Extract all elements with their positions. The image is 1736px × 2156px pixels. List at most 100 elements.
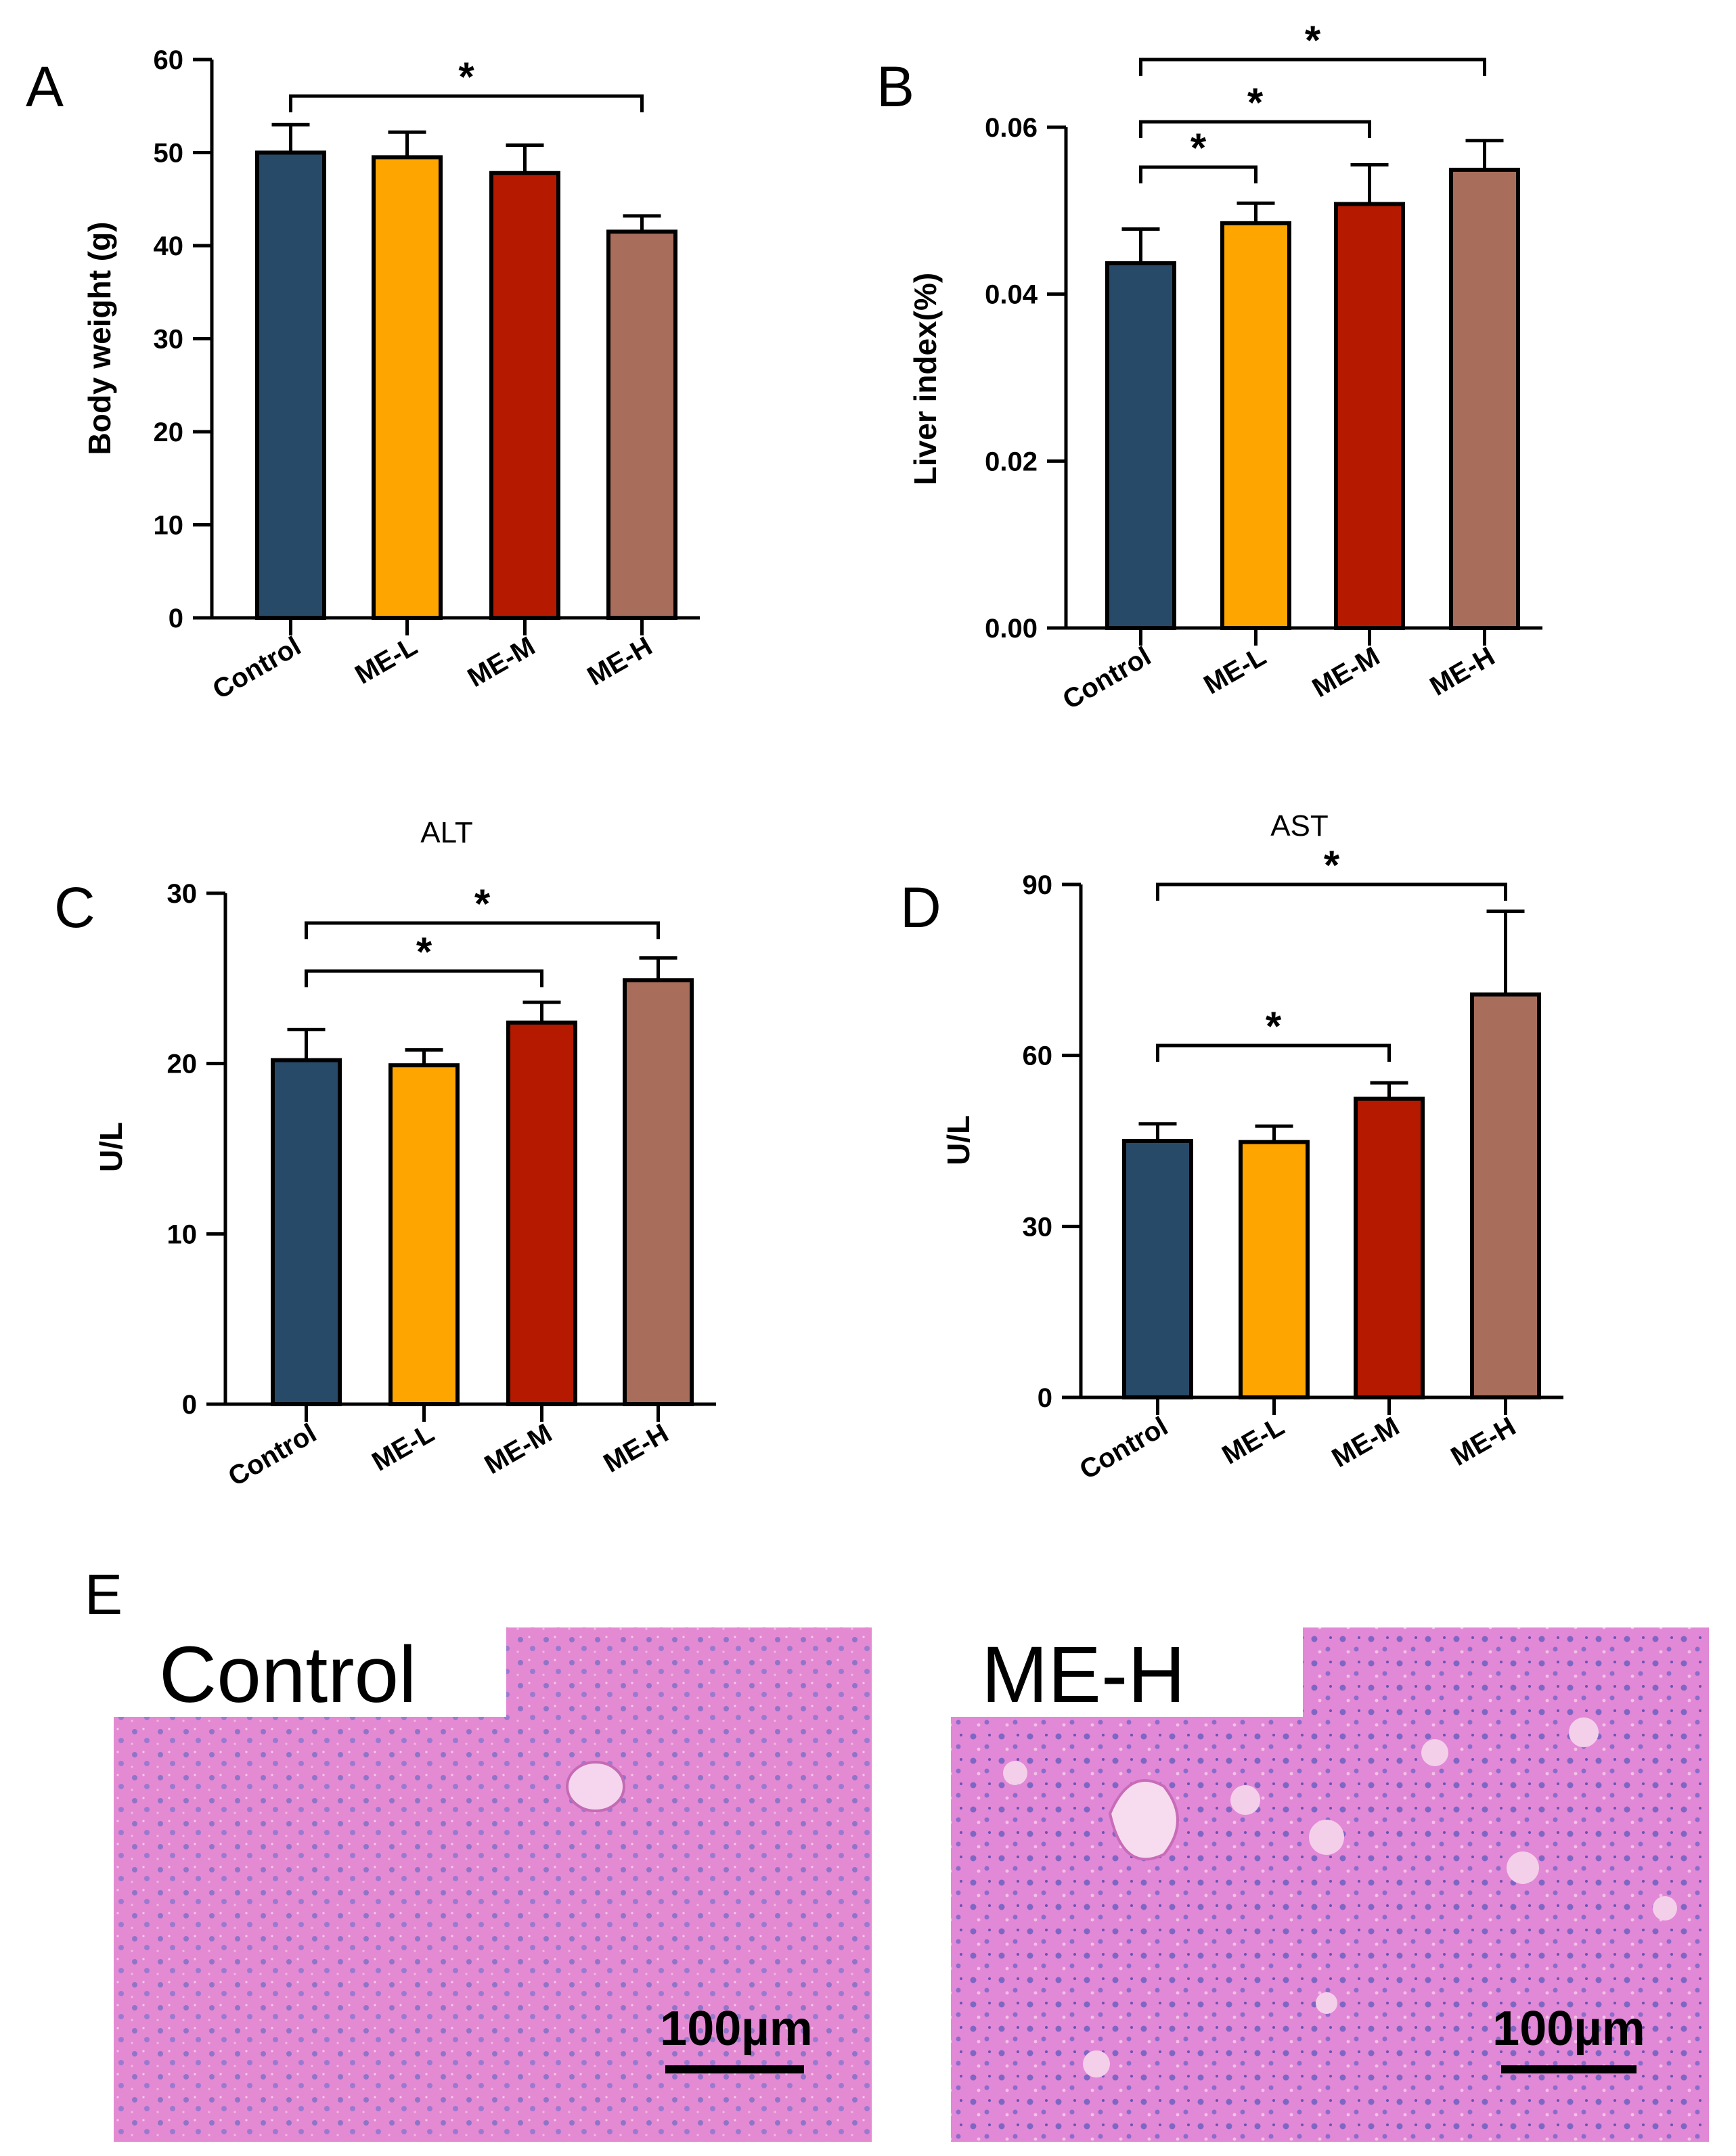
panel-c-letter: C	[54, 876, 95, 939]
scale-bar-label-me-h: 100µm	[1492, 2002, 1645, 2056]
panel-a-significance-star: *	[458, 54, 474, 99]
panel-a-y-tick-label: 10	[154, 511, 184, 541]
panel-b-y-tick-label: 0.04	[985, 280, 1038, 310]
panel-c-category-label: Control	[223, 1418, 321, 1492]
panel-c-bar-me-h	[623, 978, 694, 1406]
vacuole	[1083, 2050, 1110, 2078]
panel-a-bar-me-h	[606, 229, 677, 620]
panel-c-bar-control	[271, 1058, 342, 1406]
panel-d-y-tick-label: 0	[1038, 1383, 1052, 1413]
panel-d-bar-me-m	[1354, 1096, 1425, 1399]
panel-a-category-label: ME-L	[350, 631, 422, 690]
panel-d-significance-bracket	[1156, 882, 1507, 901]
panel-c-y-tick-label: 20	[167, 1050, 198, 1079]
panel-d-bar-control	[1122, 1139, 1193, 1399]
panel-a-letter: A	[26, 55, 64, 118]
panel-c-y-tick-label: 30	[167, 879, 198, 909]
panel-b-bar-me-m	[1334, 202, 1405, 630]
panel-c-y-axis-label: U/L	[93, 1122, 129, 1172]
panel-b-significance-bracket	[1139, 58, 1486, 76]
panel-b-bar-me-l	[1220, 221, 1291, 631]
panel-a-chart: A Body weight (g) 0 10 20 30 40 50 60 Control ME…	[26, 45, 700, 705]
panel-a-significance-bracket	[289, 94, 644, 112]
histology-image-control: Control 100µm	[114, 1627, 872, 2142]
panel-d-category-label: ME-M	[1327, 1412, 1404, 1473]
panel-c-significance-bracket	[305, 969, 543, 987]
panel-b-significance-bracket	[1139, 120, 1371, 138]
panel-c-bar-me-l	[388, 1063, 460, 1407]
panel-b-bar-me-h	[1449, 167, 1520, 630]
panel-a-bar-me-l	[372, 155, 443, 620]
panel-b-category-label: ME-M	[1308, 642, 1385, 703]
panel-a-y-axis-label: Body weight (g)	[82, 222, 117, 455]
image-label-me-h: ME-H	[981, 1630, 1186, 1720]
panel-c-bar-me-m	[506, 1020, 577, 1407]
panel-d-category-label: Control	[1075, 1412, 1173, 1485]
panel-a-y-tick-label: 0	[169, 604, 183, 633]
panel-d-y-tick-label: 30	[1023, 1212, 1053, 1242]
scale-bar-control	[665, 2065, 804, 2073]
panel-c-y-tick-label: 10	[167, 1219, 198, 1249]
central-vein-control	[566, 1761, 625, 1812]
panel-d-bar-me-h	[1470, 992, 1541, 1399]
panel-d-category-label: ME-H	[1446, 1412, 1521, 1472]
panel-c-category-label: ME-H	[598, 1418, 673, 1479]
panel-a-category-label: ME-H	[582, 631, 657, 692]
panel-d-y-tick-label: 60	[1023, 1041, 1053, 1071]
panel-d-bar-me-l	[1239, 1140, 1310, 1399]
scale-bar-label-control: 100µm	[660, 2002, 813, 2056]
panel-b-y-tick-label: 0.02	[985, 447, 1038, 476]
vacuole	[1003, 1761, 1027, 1785]
panel-b-y-axis-label: Liver index(%)	[908, 273, 943, 485]
panel-d-chart: D AST U/L 0 30 60 90 Control ME-L ME-M ME-H * *	[900, 809, 1563, 1485]
vacuole	[1507, 1851, 1539, 1884]
panel-b-bar-control	[1105, 261, 1176, 630]
vacuole	[1230, 1785, 1260, 1815]
panel-b-category-label: Control	[1058, 642, 1156, 715]
histology-image-me-h: ME-H 100µm	[951, 1627, 1709, 2142]
panel-d-category-label: ME-L	[1217, 1412, 1289, 1470]
vacuole	[1309, 1820, 1344, 1855]
central-vein-me-h	[1108, 1779, 1179, 1861]
panel-a-y-tick-label: 40	[154, 231, 184, 261]
panel-b-significance-star: *	[1190, 125, 1207, 171]
panel-c-category-label: ME-M	[480, 1418, 557, 1480]
panel-d-letter: D	[900, 876, 941, 939]
panel-a-category-label: ME-M	[463, 631, 540, 693]
panel-a-y-tick-label: 20	[154, 418, 184, 447]
panel-e-histology: E Control 100µm ME-H 100µm	[85, 1563, 1709, 2142]
panel-b-chart: B Liver index(%) 0.00 0.02 0.04 0.06 Control…	[876, 18, 1542, 715]
panel-b-category-label: ME-L	[1199, 642, 1271, 700]
panel-a-y-tick-label: 60	[154, 45, 184, 75]
vacuole	[1421, 1739, 1448, 1766]
panel-d-significance-star: *	[1324, 843, 1340, 888]
panel-c-y-tick-label: 0	[182, 1390, 197, 1420]
panel-b-y-tick-label: 0.00	[985, 614, 1038, 644]
vacuole	[1569, 1717, 1599, 1747]
panel-a-bar-control	[255, 150, 326, 620]
panel-b-y-tick-label: 0.06	[985, 113, 1038, 143]
panel-c-category-label: ME-L	[367, 1418, 439, 1477]
panel-a-y-tick-label: 50	[154, 139, 184, 169]
panel-c-significance-bracket	[305, 921, 660, 939]
panel-b-category-label: ME-H	[1425, 642, 1500, 702]
label-box-me-h	[951, 1627, 1303, 1717]
scale-bar-me-h	[1501, 2065, 1637, 2073]
panel-c-chart: C ALT U/L 0 10 20 30 Control ME-L ME-M ME-H * *	[54, 816, 716, 1492]
panel-d-title: AST	[1270, 809, 1329, 843]
panel-d-significance-star: *	[1266, 1004, 1282, 1049]
vacuole	[1653, 1896, 1677, 1921]
image-label-control: Control	[159, 1630, 416, 1720]
panel-b-significance-star: *	[1247, 80, 1264, 125]
panel-b-letter: B	[876, 55, 914, 118]
vacuole	[1316, 1992, 1337, 2014]
panel-c-significance-star: *	[416, 929, 432, 974]
panel-b-significance-bracket	[1139, 165, 1258, 183]
panel-c-significance-star: *	[474, 881, 491, 926]
panel-b-significance-star: *	[1305, 18, 1321, 63]
panel-d-significance-bracket	[1156, 1043, 1391, 1062]
panel-a-y-tick-label: 30	[154, 325, 184, 355]
panel-a-bar-me-m	[489, 171, 560, 620]
panel-d-y-tick-label: 90	[1023, 870, 1053, 900]
